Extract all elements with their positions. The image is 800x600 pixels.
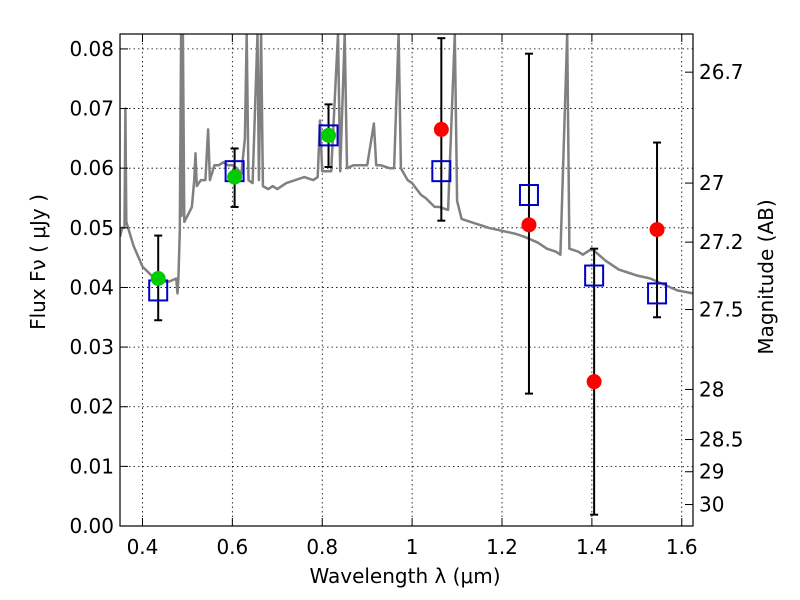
x-tick-label: 1.4	[576, 535, 608, 559]
x-axis-title: Wavelength λ (μm)	[309, 564, 500, 588]
observed-point	[227, 169, 243, 185]
x-tick-labels: 0.4 0.6 0.8 1 1.2 1.4 1.6	[127, 535, 698, 559]
right-axis-title: Magnitude (AB)	[754, 199, 778, 354]
model-photometry-square	[431, 160, 452, 183]
model-photometry-square	[647, 282, 668, 305]
model-photometry-square	[584, 264, 605, 287]
y-tick-label: 0.03	[69, 335, 114, 359]
observed-point	[433, 121, 449, 137]
y-tick-labels: 0.00 0.01 0.02 0.03 0.04 0.05 0.06 0.07 0.08	[69, 37, 114, 538]
observed-point	[150, 271, 166, 287]
x-tick-label: 0.8	[306, 535, 338, 559]
y-tick-label: 0.07	[69, 97, 114, 121]
grid	[120, 34, 693, 526]
x-tick-label: 1.6	[666, 535, 698, 559]
magnitude-tick-label: 29	[699, 460, 724, 484]
model-photometry-square	[318, 124, 339, 147]
observed-point	[586, 374, 602, 390]
plot-frame	[119, 33, 694, 527]
model-photometry-square	[518, 184, 539, 207]
y-tick-label: 0.00	[69, 514, 114, 538]
magnitude-tick-labels: 26.7 27 27.2 27.5 28 28.5 29 30	[699, 60, 744, 516]
y-tick-label: 0.05	[69, 216, 114, 240]
magnitude-tick-label: 27.2	[699, 230, 744, 254]
y-tick-label: 0.06	[69, 156, 114, 180]
observed-point	[649, 222, 665, 238]
x-tick-label: 0.4	[127, 535, 159, 559]
magnitude-tick-label: 27.5	[699, 298, 744, 322]
y-tick-label: 0.01	[69, 454, 114, 478]
x-tick-label: 1	[406, 535, 419, 559]
magnitude-tick-label: 26.7	[699, 60, 744, 84]
magnitude-tick-label: 27	[699, 171, 724, 195]
y-tick-label: 0.08	[69, 37, 114, 61]
x-tick-label: 0.6	[216, 535, 248, 559]
y-tick-label: 0.02	[69, 395, 114, 419]
observed-point	[521, 217, 537, 233]
x-tick-label: 1.2	[486, 535, 518, 559]
magnitude-tick-label: 28.5	[699, 428, 744, 452]
y-axis-title: Flux Fν ( μJy )	[26, 194, 50, 330]
magnitude-tick-label: 28	[699, 377, 724, 401]
model-photometry-squares	[148, 124, 668, 305]
observed-photometry-points	[150, 121, 665, 390]
axis-ticks	[120, 34, 693, 527]
magnitude-tick-label: 30	[699, 493, 724, 517]
observed-point	[321, 127, 337, 143]
y-tick-label: 0.04	[69, 275, 114, 299]
